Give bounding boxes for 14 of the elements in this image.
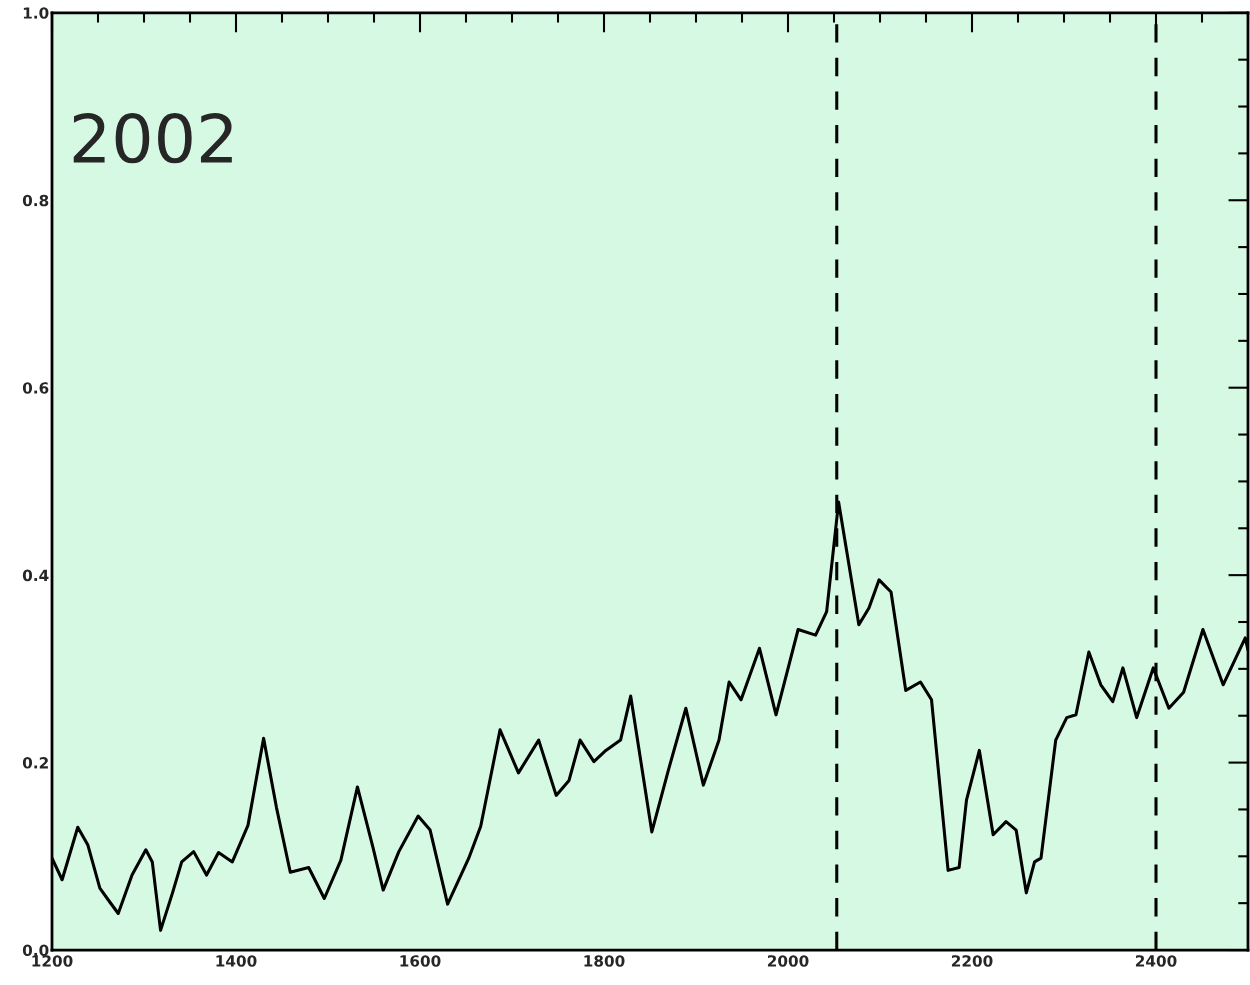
y-tick-label: 0.2 <box>22 757 48 769</box>
y-tick-label: 0.0 <box>22 944 49 957</box>
y-tick-label: 0.8 <box>22 194 49 207</box>
y-tick-label: 0.4 <box>22 569 49 582</box>
x-tick-label: 2200 <box>951 955 993 967</box>
y-tick-label: 0.6 <box>22 382 49 394</box>
x-tick-label: 1800 <box>584 955 625 967</box>
x-tick-label: 2400 <box>1135 955 1177 967</box>
x-tick-label: 1600 <box>400 955 441 967</box>
y-tick-label: 1.0 <box>23 7 49 19</box>
x-tick-label: 2000 <box>767 955 809 967</box>
annotation: 2002 <box>73 112 232 164</box>
x-tick-label: 1200 <box>32 955 73 967</box>
x-tick-label: 1400 <box>216 955 257 967</box>
